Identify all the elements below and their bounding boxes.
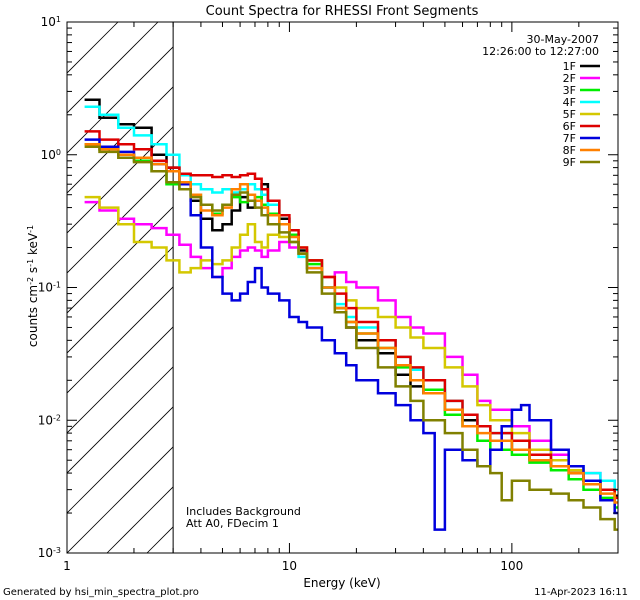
- legend-label-6f: 6F: [563, 120, 576, 133]
- x-axis-label: Energy (keV): [303, 576, 380, 590]
- legend-label-2f: 2F: [563, 72, 576, 85]
- hatch-line: [67, 286, 174, 394]
- y-tick-label: 101: [41, 15, 61, 30]
- date-label: 30-May-2007: [527, 33, 599, 46]
- x-axis-ticks: 1 10 100: [63, 22, 619, 573]
- hatch-line: [67, 46, 174, 154]
- time-range-label: 12:26:00 to 12:27:00: [482, 45, 599, 58]
- legend-label-9f: 9F: [563, 156, 576, 169]
- y-tick-label: 10-2: [38, 413, 61, 428]
- y-label-sup3: -1: [26, 225, 35, 233]
- series-lines: [84, 98, 618, 531]
- legend-label-1f: 1F: [563, 60, 576, 73]
- hatch-line: [67, 366, 174, 474]
- footer-timestamp: 11-Apr-2023 16:11: [534, 587, 628, 598]
- legend-label-8f: 8F: [563, 144, 576, 157]
- series-line-6f: [84, 130, 618, 500]
- x-tick-label: 1: [63, 559, 71, 573]
- hatch-line: [387, 22, 640, 553]
- y-label-base: counts cm: [26, 285, 40, 347]
- y-tick-label: 10-1: [38, 280, 61, 295]
- annotation-attenuator: Att A0, FDecim 1: [186, 517, 279, 530]
- series-line-2f: [84, 200, 618, 491]
- y-axis-label: counts cm-2 s-1 keV-1: [26, 225, 41, 347]
- hatch-line: [67, 22, 159, 114]
- legend-label-3f: 3F: [563, 84, 576, 97]
- y-label-mid: s: [26, 267, 40, 277]
- x-tick-label: 10: [282, 559, 297, 573]
- annotation-background: Includes Background: [186, 505, 301, 518]
- legend-label-7f: 7F: [563, 132, 576, 145]
- chart-title: Count Spectra for RHESSI Front Segments: [206, 4, 479, 19]
- legend-label-4f: 4F: [563, 96, 576, 109]
- hatch-line: [67, 406, 174, 514]
- hatch-line: [67, 246, 174, 354]
- legend-label-5f: 5F: [563, 108, 576, 121]
- y-label-mid2: keV: [26, 232, 40, 259]
- series-line-9f: [84, 145, 618, 531]
- y-axis-ticks: 10-3 10-2 10-1 100 101: [38, 15, 618, 561]
- footer-generated-by: Generated by hsi_min_spectra_plot.pro: [3, 587, 199, 598]
- x-tick-label: 100: [500, 559, 523, 573]
- y-tick-label: 100: [41, 147, 61, 162]
- series-line-7f: [84, 138, 618, 531]
- series-line-3f: [84, 142, 618, 509]
- series-line-1f: [84, 98, 618, 497]
- series-line-5f: [84, 195, 618, 500]
- y-tick-label: 10-3: [38, 546, 61, 561]
- hatch-line: [67, 86, 174, 194]
- hatch-line: [67, 446, 174, 553]
- hatched-region: [67, 22, 640, 553]
- y-label-sup1: -2: [26, 277, 35, 285]
- y-label-sup2: -1: [26, 259, 35, 267]
- hatch-line: [67, 206, 174, 314]
